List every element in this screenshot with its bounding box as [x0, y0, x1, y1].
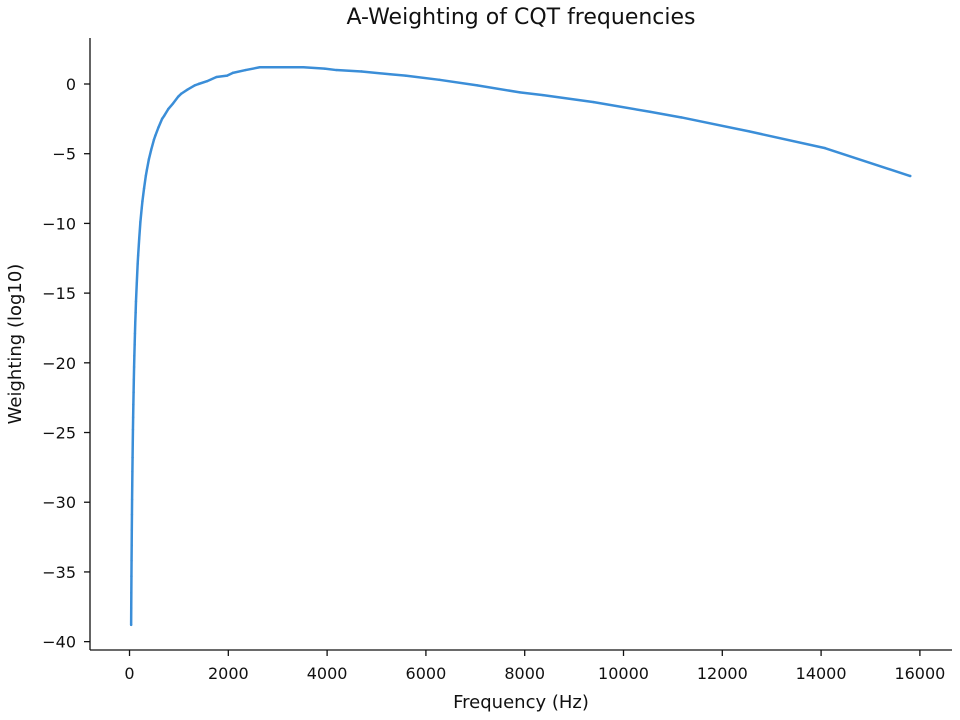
x-tick-label: 14000	[796, 664, 847, 683]
data-point	[225, 74, 229, 77]
data-point	[130, 574, 133, 578]
x-axis-title: Frequency (Hz)	[453, 692, 589, 713]
data-point	[134, 311, 137, 314]
data-point	[133, 332, 137, 335]
data-point	[130, 498, 134, 501]
data-point	[244, 68, 247, 72]
data-point	[140, 206, 143, 210]
data-point	[680, 116, 683, 119]
data-point	[145, 169, 148, 172]
data-point	[131, 470, 134, 473]
data-point	[231, 71, 235, 75]
data-point	[134, 300, 138, 303]
data-point	[476, 84, 479, 87]
data-point	[131, 484, 134, 487]
data-point	[592, 100, 595, 104]
data-point	[136, 262, 139, 266]
data-point	[438, 78, 441, 82]
x-tick-label: 6000	[406, 664, 447, 683]
x-tick-label: 10000	[598, 664, 649, 683]
y-tick-label: −15	[42, 284, 76, 303]
data-point	[388, 73, 392, 76]
data-point	[142, 187, 146, 190]
data-point	[147, 158, 151, 161]
data-point	[152, 138, 156, 141]
chart-title: A-Weighting of CQT frequencies	[346, 5, 695, 30]
data-point	[180, 92, 183, 95]
series-line	[129, 66, 912, 627]
data-point	[518, 91, 522, 94]
data-point	[360, 70, 363, 73]
data-point	[144, 174, 147, 178]
data-point	[130, 544, 133, 547]
data-point	[197, 82, 200, 86]
data-point	[283, 66, 286, 69]
x-tick-label: 12000	[697, 664, 748, 683]
series-points	[129, 66, 912, 627]
y-tick-label: −20	[42, 354, 76, 373]
data-point	[157, 126, 160, 129]
data-point	[162, 114, 166, 118]
y-tick-label: −35	[42, 563, 76, 582]
data-point	[130, 513, 134, 516]
data-point	[258, 66, 261, 69]
data-point	[154, 134, 157, 137]
data-point	[266, 66, 269, 69]
data-point	[132, 378, 136, 381]
data-point	[649, 110, 652, 114]
x-axis-ticks: 0 2000 4000 6000 8000 10000 12000 14000 16000	[124, 650, 945, 683]
data-point	[335, 68, 338, 72]
data-point	[160, 117, 164, 121]
y-tick-label: −40	[42, 633, 76, 652]
data-point	[177, 95, 180, 98]
data-point	[133, 354, 136, 358]
data-point	[215, 75, 218, 79]
x-tick-label: 16000	[894, 664, 945, 683]
data-point	[323, 67, 326, 70]
data-point	[130, 591, 133, 595]
y-tick-label: −10	[42, 214, 76, 233]
y-tick-label: −5	[52, 145, 76, 164]
data-point	[131, 442, 134, 445]
x-tick-label: 2000	[208, 664, 249, 683]
data-point	[134, 321, 137, 324]
data-point	[193, 84, 196, 87]
x-tick-label: 4000	[307, 664, 348, 683]
y-axis-ticks: 0 −5 −10 −15 −20 −25 −30 −35 −40	[42, 75, 90, 652]
data-point	[135, 282, 138, 285]
data-point	[205, 80, 209, 83]
data-point	[186, 88, 189, 91]
x-tick-label: 8000	[504, 664, 545, 683]
data-point	[541, 93, 545, 97]
data-point	[130, 559, 133, 562]
data-point	[132, 390, 135, 394]
y-axis-title: Weighting (log10)	[5, 264, 26, 425]
data-point	[823, 146, 827, 150]
y-tick-label: 0	[66, 75, 76, 94]
data-point	[131, 415, 135, 419]
data-point	[132, 403, 135, 406]
y-tick-label: −25	[42, 424, 76, 443]
data-point	[404, 74, 407, 77]
data-point	[136, 254, 140, 257]
data-point	[129, 623, 133, 627]
data-point	[747, 130, 751, 133]
data-point	[141, 199, 144, 203]
data-point	[130, 606, 133, 610]
data-point	[130, 528, 133, 532]
data-point	[138, 237, 141, 240]
data-point	[171, 102, 175, 105]
data-point	[302, 66, 305, 69]
data-point	[909, 174, 912, 178]
y-tick-label: −30	[42, 493, 76, 512]
data-point	[133, 343, 136, 346]
x-tick-label: 0	[124, 664, 134, 683]
data-point	[131, 428, 135, 431]
data-point	[131, 456, 134, 459]
data-point	[139, 220, 142, 224]
data-point	[167, 107, 170, 111]
data-point	[132, 365, 136, 369]
data-point	[150, 148, 153, 151]
